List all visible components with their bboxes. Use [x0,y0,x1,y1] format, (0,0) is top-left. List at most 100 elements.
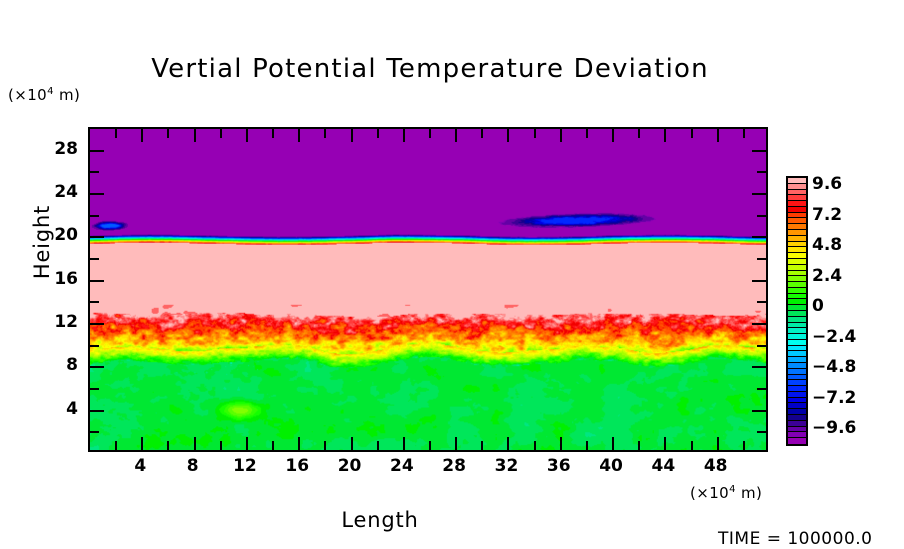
colorbar-band-13 [788,253,806,259]
colorbar-band-45 [788,438,806,444]
colorbar-band-34 [788,374,806,381]
x-tick-bot-20 [350,437,353,450]
x-tick-top-44 [664,129,667,142]
colorbar-band-25 [788,322,806,329]
colorbar-band-6 [788,212,806,219]
y-tick-right-18 [757,258,766,260]
x-tick-top-42 [638,129,641,138]
colorbar-band-29 [788,345,806,352]
y-tick-right-22 [757,214,766,217]
colorbar-band-40 [788,409,806,416]
colorbar-band-9 [788,230,806,236]
x-tick-bot-42 [638,441,641,450]
x-tick-top-10 [219,129,222,138]
x-tick-top-16 [298,129,301,142]
colorbar-band-21 [788,299,806,306]
colorbar-band-14 [788,258,806,265]
colorbar-band-43 [788,426,806,433]
x-tick-top-6 [167,129,170,138]
y-unit-tail: m) [53,86,81,104]
colorbar-band-26 [788,328,806,335]
contour-plot-area [88,127,768,452]
x-tick-top-36 [559,129,562,142]
colorbar-band-0 [788,178,806,184]
colorbar-label-1: 7.2 [812,204,843,225]
colorbar-band-41 [788,415,806,421]
x-tick-top-34 [533,129,536,138]
x-tick-top-38 [585,129,588,138]
colorbar-band-39 [788,403,806,410]
colorbar-band-18 [788,282,806,288]
x-tick-label-48: 48 [703,456,728,476]
y-tick-right-10 [757,344,766,347]
y-tick-label-20: 20 [54,225,78,246]
y-tick-right-28 [752,149,766,152]
x-tick-bot-14 [272,441,275,450]
page-title: Vertial Potential Temperature Deviation [151,54,709,84]
colorbar-band-2 [788,189,806,196]
colorbar-band-1 [788,183,806,190]
colorbar-band-28 [788,339,806,346]
y-tick-left-2 [90,431,99,434]
x-tick-bot-38 [585,441,588,450]
colorbar-band-42 [788,420,806,427]
x-tick-top-30 [481,129,484,138]
x-tick-top-14 [272,129,275,138]
colorbar-band-12 [788,247,806,254]
x-tick-bot-6 [167,441,170,450]
x-tick-bot-44 [664,437,667,450]
x-tick-bot-16 [298,437,301,450]
x-tick-label-20: 20 [337,456,362,476]
x-tick-top-22 [376,129,379,138]
colorbar-label-0: 9.6 [812,174,843,194]
y-tick-right-20 [752,236,766,239]
x-tick-top-8 [193,129,196,142]
colorbar-band-7 [788,218,806,225]
colorbar-band-10 [788,235,806,242]
colorbar-band-4 [788,201,806,207]
x-tick-top-26 [429,129,431,138]
colorbar[interactable] [786,176,808,446]
x-tick-label-32: 32 [494,456,519,476]
x-tick-label-12: 12 [233,456,257,476]
x-tick-top-46 [690,129,693,138]
y-tick-left-16 [90,279,104,282]
y-axis-unit-label: (×104 m) [8,86,80,104]
y-tick-right-12 [752,323,766,325]
y-tick-left-24 [90,193,104,195]
y-tick-left-10 [90,344,99,347]
x-tick-label-24: 24 [390,456,414,476]
x-tick-bot-28 [455,437,458,450]
x-unit-base: (×10 [690,484,730,502]
temperature-deviation-field [90,129,766,450]
x-axis-title: Length [341,508,419,532]
colorbar-band-36 [788,386,806,392]
x-tick-label-44: 44 [651,456,676,476]
y-tick-left-4 [90,409,104,412]
x-unit-tail: m) [735,484,763,502]
colorbar-band-5 [788,206,806,213]
colorbar-band-33 [788,368,806,375]
x-tick-bot-24 [402,437,405,450]
y-tick-right-16 [752,279,766,282]
colorbar-band-3 [788,195,806,202]
y-tick-label-16: 16 [54,268,78,289]
x-tick-bot-50 [742,441,745,450]
y-tick-right-24 [752,193,766,195]
x-tick-top-18 [324,129,327,138]
colorbar-band-19 [788,287,806,294]
y-tick-label-12: 12 [54,312,78,332]
colorbar-label-3: 2.4 [812,265,843,286]
x-tick-bot-2 [115,441,118,450]
colorbar-band-17 [788,276,806,283]
x-tick-bot-34 [533,441,536,450]
x-tick-top-12 [245,129,248,142]
colorbar-band-15 [788,264,806,271]
x-tick-bot-36 [559,437,562,450]
colorbar-band-37 [788,391,806,398]
colorbar-wrapper [786,176,808,446]
colorbar-band-24 [788,316,806,323]
colorbar-band-8 [788,224,806,231]
colorbar-band-35 [788,380,806,387]
